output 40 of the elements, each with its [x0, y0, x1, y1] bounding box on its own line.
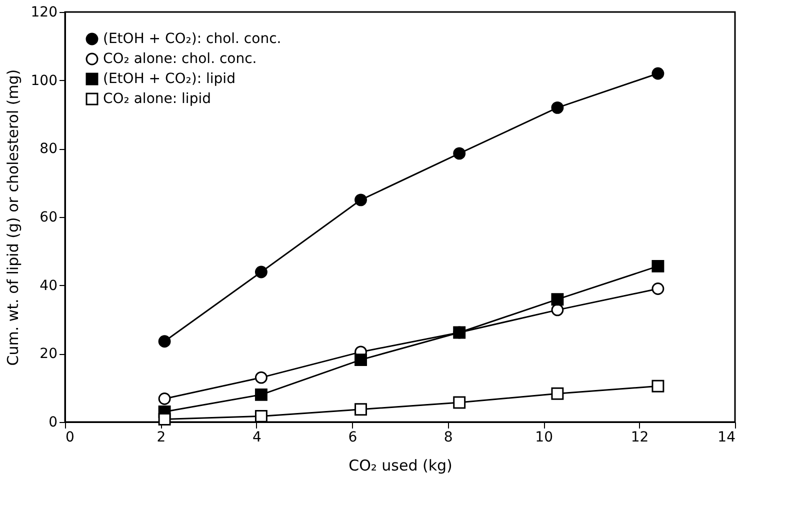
x-tick-label: 8 [444, 430, 453, 446]
legend-label: CO₂ alone: chol. conc. [103, 51, 257, 67]
point [551, 101, 564, 114]
legend-label: CO₂ alone: lipid [103, 91, 211, 107]
point [158, 413, 171, 426]
x-tick-label: 0 [66, 430, 74, 446]
point [453, 147, 466, 160]
point [551, 387, 564, 400]
y-tick-label: 80 [40, 141, 58, 158]
x-tick-label: 4 [252, 430, 262, 446]
point [354, 194, 367, 206]
point [453, 396, 466, 409]
point [551, 293, 564, 306]
point [254, 388, 268, 401]
y-tick-label: 40 [40, 278, 58, 294]
y-tick-label: 0 [48, 414, 58, 430]
y-tick-label: 20 [40, 346, 58, 362]
point [652, 67, 664, 80]
x-tick-label: 6 [348, 430, 358, 446]
x-tick-label: 12 [630, 430, 649, 446]
x-tick-label: 2 [156, 430, 166, 446]
point [652, 260, 664, 272]
point [158, 392, 171, 405]
y-tick-label: 120 [30, 4, 58, 20]
x-tick-label: 10 [535, 430, 553, 446]
y-axis-title: Cum. wt. of lipid (g) or cholesterol (mg) [4, 69, 22, 366]
point [254, 410, 268, 422]
point [254, 266, 268, 278]
point [354, 354, 367, 366]
y-tick-label: 60 [40, 210, 58, 226]
x-tick-label: 14 [718, 430, 736, 446]
legend-label: (EtOH + CO₂): lipid [103, 71, 236, 87]
point [158, 335, 171, 348]
point [652, 282, 664, 295]
y-tick-label: 100 [30, 72, 58, 89]
point [354, 403, 367, 416]
x-axis-title: CO₂ used (kg) [348, 456, 452, 474]
legend-label: (EtOH + CO₂): chol. conc. [103, 31, 282, 47]
point [254, 371, 268, 384]
point [652, 380, 664, 392]
